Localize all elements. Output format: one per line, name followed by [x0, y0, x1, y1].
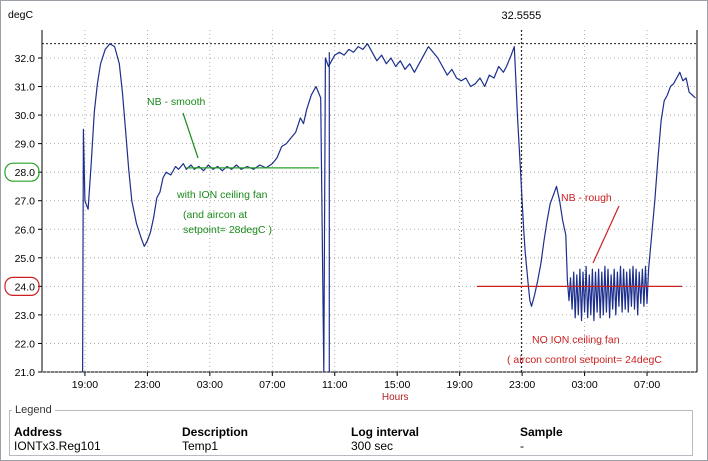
legend-panel [9, 410, 693, 456]
legend-log-interval-value: 300 sec [351, 439, 394, 453]
y-axis-label: degC [8, 9, 34, 21]
y-tick-label: 29.0 [15, 139, 36, 151]
x-tick-label: 11:00 [322, 379, 348, 391]
y-tick-label: 24.0 [15, 281, 36, 293]
legend-header-log-interval: Log interval [351, 425, 420, 439]
x-tick-label: 19:00 [72, 379, 98, 391]
tick-highlight-oval [4, 276, 40, 296]
legend-sample-value: - [520, 439, 524, 453]
x-tick-label: 19:00 [447, 379, 473, 391]
legend-header-address: Address [14, 425, 63, 439]
legend-description-value: Temp1 [182, 439, 219, 453]
line-chart: 21.0 22.0 23.0 24.0 25.0 26.0 27.0 28.0 29.0 30.0… [4, 9, 698, 403]
y-tick-label: 30.0 [15, 110, 36, 122]
y-tick-label: 22.0 [15, 338, 36, 350]
x-tick-label: 07:00 [634, 379, 660, 391]
temperature-series-line [82, 43, 696, 373]
legend-header-sample: Sample [520, 425, 563, 439]
annotation-pointer-smooth [182, 112, 199, 159]
x-tick-label: 03:00 [571, 379, 597, 391]
x-axis-label: Hours [382, 392, 409, 403]
x-tick-label: 03:00 [197, 379, 223, 391]
x-tick-label: 23:00 [509, 379, 535, 391]
annotation-nb-smooth: NB - smooth [147, 96, 206, 108]
legend-title: Legend [12, 404, 55, 416]
annotation-pointer-rough [592, 205, 620, 264]
annotation-ion-fan: with ION ceiling fan [176, 189, 268, 201]
y-tick-label: 21.0 [15, 367, 36, 379]
y-tick-label: 28.0 [15, 167, 36, 179]
y-tick-label: 23.0 [15, 310, 36, 322]
y-tick-label: 26.0 [15, 224, 36, 236]
annotation-setpoint-28: setpoint= 28degC ) [183, 224, 272, 236]
x-tick-label: 07:00 [259, 379, 285, 391]
legend-header-description: Description [182, 425, 249, 439]
annotation-setpoint-24: ( aircon control setpoint= 24degC [507, 354, 662, 366]
y-tick-label: 31.0 [15, 82, 36, 94]
annotation-aircon: (and aircon at [183, 209, 247, 221]
x-tick-label: 23:00 [134, 379, 160, 391]
cursor-value-label: 32.5555 [501, 10, 541, 22]
tick-highlight-oval [4, 162, 40, 182]
annotation-no-ion-fan: NO ION ceiling fan [532, 334, 620, 346]
y-tick-label: 25.0 [15, 253, 36, 265]
x-tick-label: 15:00 [384, 379, 410, 391]
annotation-nb-rough: NB - rough [561, 192, 612, 204]
y-tick-label: 27.0 [15, 196, 36, 208]
y-tick-label: 32.0 [15, 53, 36, 65]
legend-address-value[interactable]: IONTx3.Reg101 [14, 439, 101, 453]
